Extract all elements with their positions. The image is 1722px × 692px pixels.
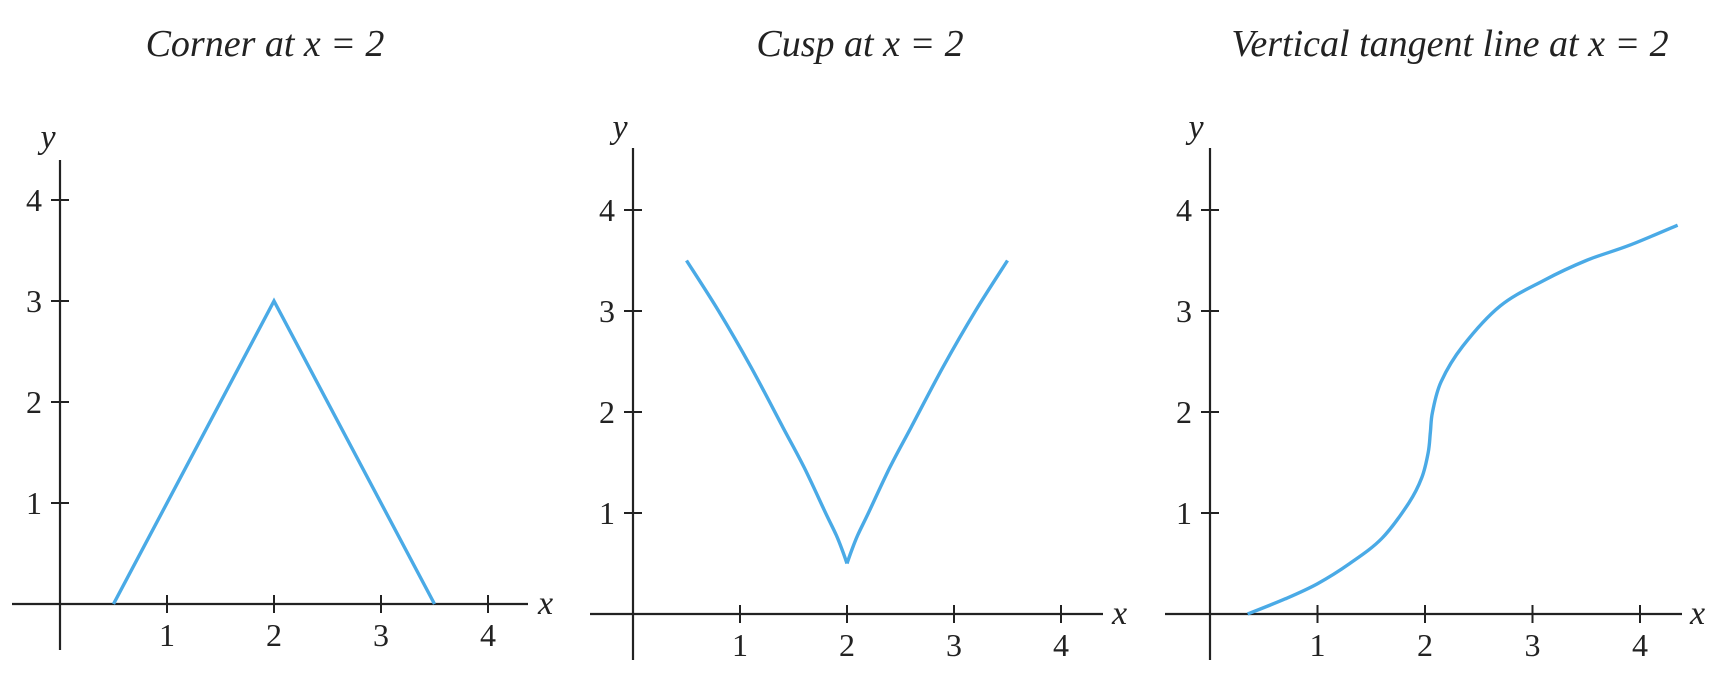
x-tick-label: 3	[946, 627, 962, 663]
data-series-line	[111, 297, 437, 605]
x-tick-label: 4	[1632, 627, 1648, 663]
x-tick-label: 1	[1310, 627, 1326, 663]
y-tick-label: 1	[26, 485, 42, 521]
chart-title: Corner at x = 2	[145, 23, 385, 65]
x-tick-label: 2	[1417, 627, 1433, 663]
y-tick-label: 3	[599, 293, 615, 329]
y-tick-label: 2	[599, 394, 615, 430]
x-tick-label: 4	[480, 617, 496, 653]
y-tick-label: 2	[1176, 394, 1192, 430]
data-series-line	[685, 259, 1009, 565]
x-tick-label: 3	[373, 617, 389, 653]
chart-svg: 1 2 3 4 1 2 3 4 y x	[12, 119, 553, 653]
y-axis-label: y	[37, 119, 56, 156]
y-tick-label: 4	[1176, 192, 1192, 228]
y-axis-label: y	[1185, 109, 1204, 146]
x-tick-label: 3	[1525, 627, 1541, 663]
y-tick-label: 4	[599, 192, 615, 228]
x-tick-label: 1	[732, 627, 748, 663]
y-tick-label: 1	[1176, 495, 1192, 531]
data-series-line	[1246, 223, 1679, 616]
x-axis-label: x	[1689, 595, 1705, 632]
y-tick-label: 3	[26, 283, 42, 319]
y-tick-label: 3	[1176, 293, 1192, 329]
x-tick-label: 4	[1053, 627, 1069, 663]
y-tick-label: 4	[26, 182, 42, 218]
x-tick-label: 1	[159, 617, 175, 653]
x-tick-label: 2	[839, 627, 855, 663]
x-tick-label: 2	[266, 617, 282, 653]
chart-title: Cusp at x = 2	[756, 23, 964, 65]
y-axis-label: y	[609, 109, 628, 146]
x-axis-label: x	[1111, 595, 1127, 632]
y-tick-label: 1	[599, 495, 615, 531]
chart-title: Vertical tangent line at x = 2	[1231, 23, 1669, 65]
x-axis-label: x	[537, 585, 553, 622]
y-tick-label: 2	[26, 384, 42, 420]
chart-panel-corner: Corner at x = 2 1 2 3 4 1 2 3 4 y x	[0, 0, 553, 692]
